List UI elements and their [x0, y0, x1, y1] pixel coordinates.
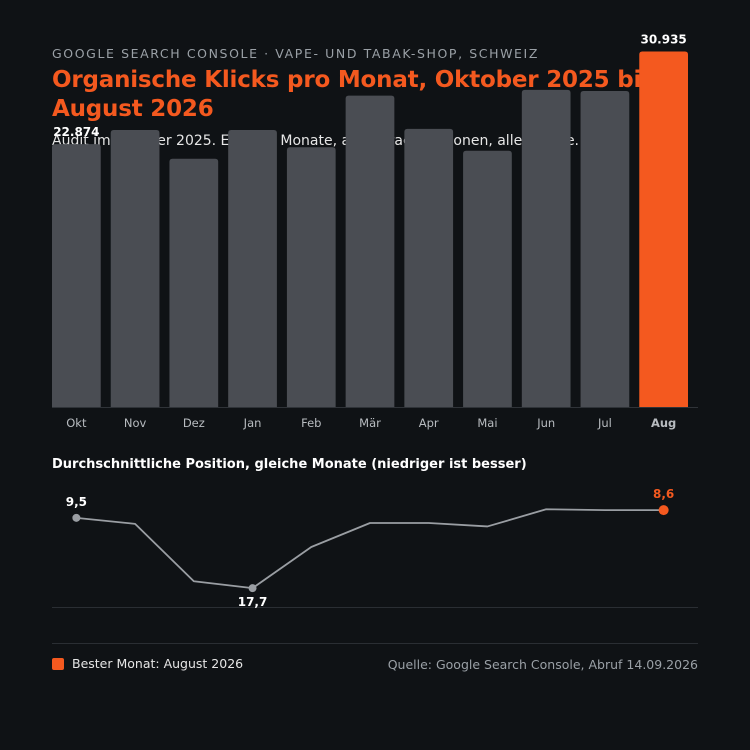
x-tick-label: Mai: [477, 416, 497, 430]
x-tick-label: Jan: [243, 416, 262, 430]
bar-nov: [110, 130, 160, 408]
source-note: Quelle: Google Search Console, Abruf 14.…: [387, 657, 698, 672]
bar-mai: [463, 150, 512, 407]
position-line: [76, 508, 664, 590]
x-tick-label: Mär: [359, 416, 381, 430]
x-tick-label: Apr: [419, 416, 439, 430]
footer-divider: [52, 643, 698, 644]
bar-aug: [639, 51, 688, 408]
legend-label: Bester Monat: August 2026: [72, 656, 244, 671]
bar-dez: [169, 158, 219, 407]
bar-mär: [345, 95, 395, 408]
x-tick-label: Okt: [66, 416, 87, 430]
bar-apr: [404, 128, 454, 407]
line-point-label: 17,7: [238, 595, 268, 609]
bar-jan: [228, 130, 277, 408]
chart-title: Organische Klicks pro Monat, Oktober 202…: [52, 67, 655, 122]
line-point-label: 8,6: [653, 487, 674, 501]
bar-jun: [521, 89, 571, 408]
x-tick-label: Jul: [597, 416, 612, 430]
x-tick-label: Feb: [301, 416, 321, 430]
bar-data-label: 22.874: [53, 125, 99, 139]
legend: Bester Monat: August 2026: [52, 656, 243, 671]
line-point-label: 9,5: [66, 495, 87, 509]
legend-swatch: [52, 657, 64, 670]
bar-group: Okt 22.874 Nov Dez Jan Feb Mär Apr Mai Jun Jul Aug 3…: [52, 32, 688, 430]
x-tick-label: Jun: [536, 416, 555, 430]
bar-okt: [52, 144, 101, 407]
line-point-jan: [248, 584, 257, 593]
line-chart-title: Durchschnittliche Position, gleiche Mona…: [52, 457, 527, 472]
bar-jul: [580, 90, 630, 407]
bar-feb: [286, 147, 336, 407]
line-point-aug: [658, 505, 669, 516]
x-tick-label: Dez: [183, 416, 205, 430]
x-tick-label: Aug: [651, 416, 676, 430]
line-group: 9,5 17,7 8,6: [66, 487, 675, 609]
x-tick-label: Nov: [124, 416, 147, 430]
line-point-okt: [72, 513, 81, 522]
bar-data-label: 30.935: [640, 32, 686, 46]
kicker: GOOGLE SEARCH CONSOLE · VAPE- UND TABAK-…: [52, 46, 539, 61]
bar-chart: Okt 22.874 Nov Dez Jan Feb Mär Apr Mai Jun Jul Aug 3…: [52, 32, 698, 430]
